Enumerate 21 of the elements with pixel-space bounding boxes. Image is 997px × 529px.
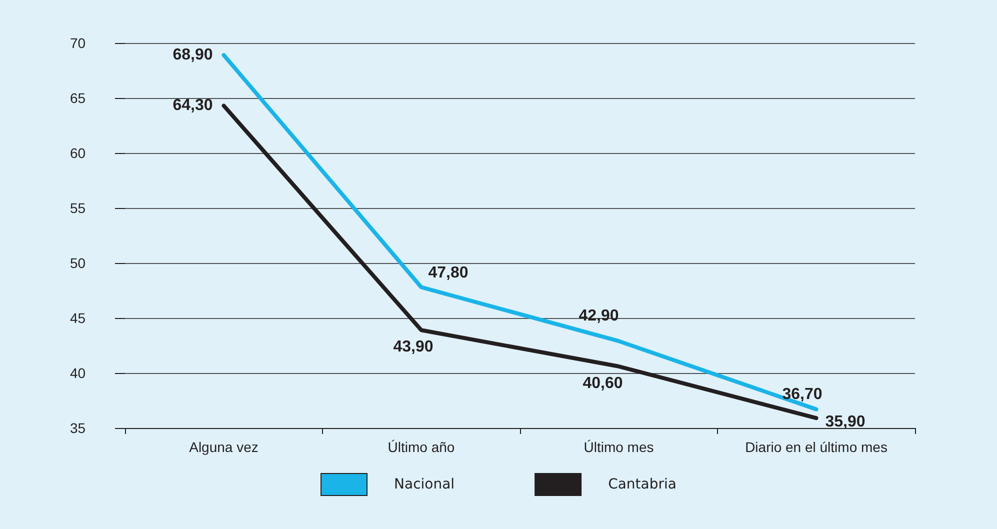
data-label: 68,90 xyxy=(172,46,213,64)
data-label: 35,90 xyxy=(825,414,866,431)
x-tick-label: Último año xyxy=(388,439,455,455)
y-tick-label: 55 xyxy=(70,200,86,216)
data-label: 36,70 xyxy=(782,386,822,403)
data-label: 43,90 xyxy=(393,338,434,356)
data-label: 40,60 xyxy=(582,374,623,392)
y-tick-label: 60 xyxy=(70,145,86,161)
legend-label: Cantabria xyxy=(608,476,676,492)
y-tick-label: 50 xyxy=(70,255,86,271)
y-tick-label: 40 xyxy=(70,365,86,381)
data-label: 47,80 xyxy=(428,264,468,282)
data-label: 64,30 xyxy=(172,97,213,114)
x-tick-label: Diario en el último mes xyxy=(745,439,888,455)
y-tick-label: 70 xyxy=(70,35,86,51)
x-tick-label: Alguna vez xyxy=(189,439,258,455)
y-tick-label: 45 xyxy=(70,310,86,326)
legend-label: Nacional xyxy=(394,476,455,492)
x-tick-label: Último mes xyxy=(584,439,654,455)
y-tick-label: 35 xyxy=(70,420,86,436)
y-tick-label: 65 xyxy=(70,90,86,106)
